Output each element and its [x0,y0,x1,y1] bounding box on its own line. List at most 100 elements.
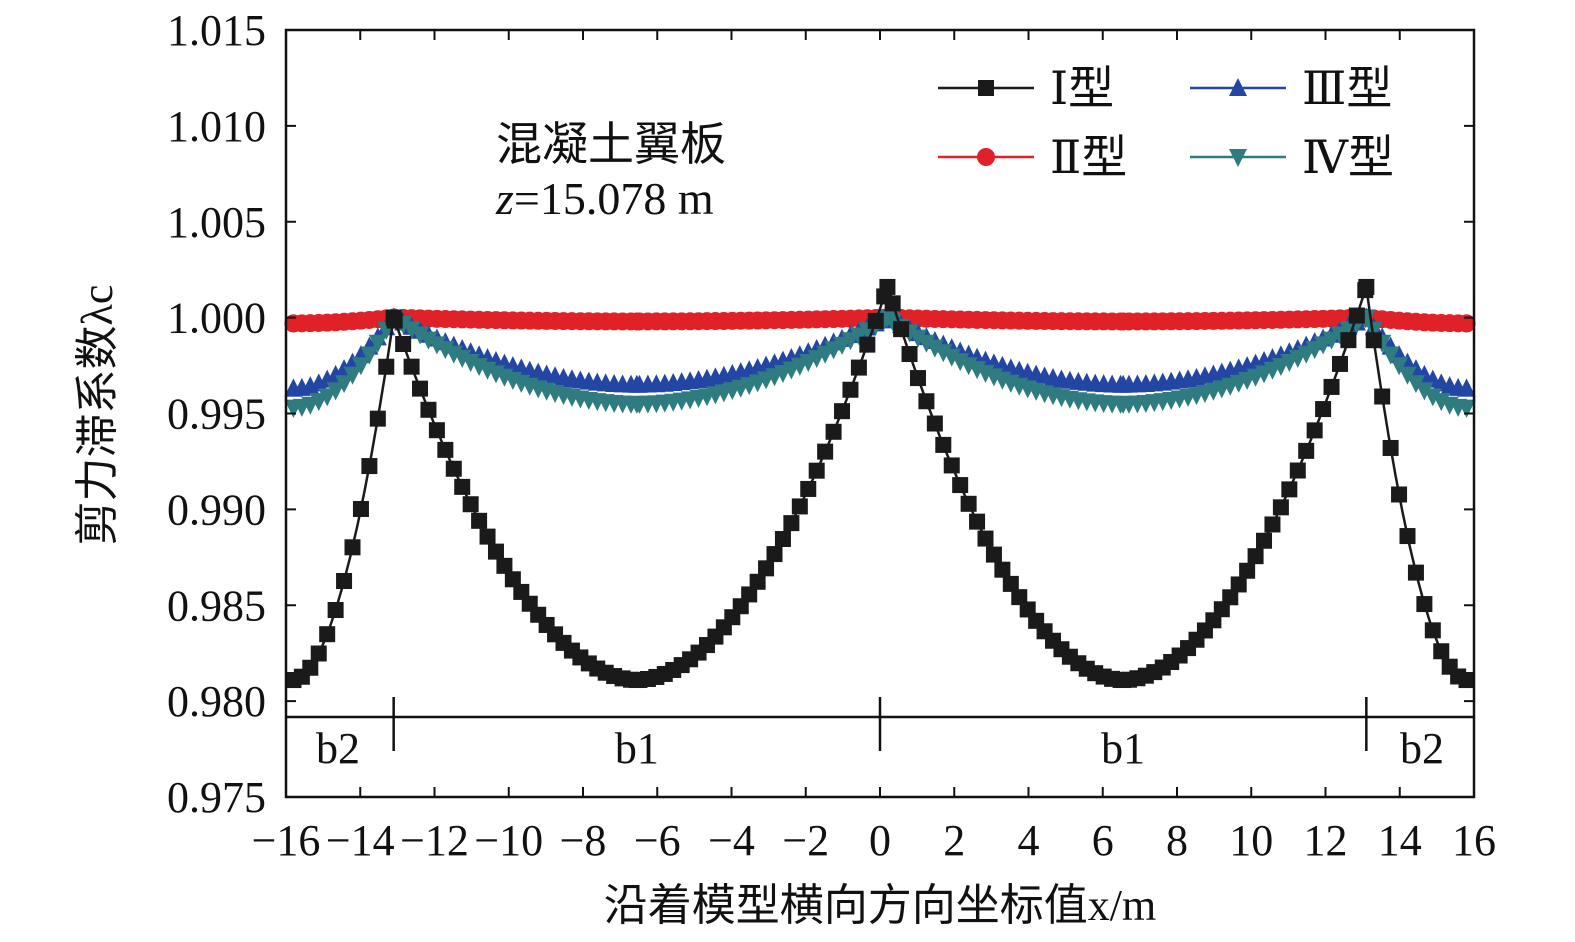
square-marker [344,539,361,556]
square-marker [1424,622,1441,639]
circle-marker [284,314,303,333]
square-marker [766,546,783,563]
square-marker [926,415,943,432]
square-marker [1298,442,1315,459]
square-marker [471,512,488,529]
square-marker [1416,596,1433,613]
square-marker [943,457,960,474]
x-tick-label: −2 [782,816,829,865]
y-tick-label: 1.000 [167,294,266,343]
square-marker [918,393,935,410]
triangle-down-marker [1229,149,1247,167]
x-tick-label: −4 [708,816,755,865]
square-marker [1222,589,1239,606]
square-marker [369,410,386,427]
square-marker [1281,481,1298,498]
square-marker [1399,528,1416,545]
x-tick-label: 0 [869,816,891,865]
triangle-down-marker [925,339,944,358]
triangle-up-marker [1114,374,1133,393]
y-tick-label: 0.995 [167,390,266,439]
x-tick-label: 2 [943,816,965,865]
y-tick-label: 1.010 [167,102,266,151]
square-marker [791,498,808,515]
square-marker [842,381,859,398]
square-marker [1306,422,1323,439]
triangle-down-marker [318,388,337,407]
square-marker [800,480,817,497]
annotation-line1: 混凝土翼板 [496,119,726,170]
legend-label: Ⅲ型 [1302,63,1392,114]
triangle-up-marker [627,374,646,393]
square-marker [879,278,896,295]
series-1 [285,278,1475,689]
x-tick-label: 4 [1018,816,1040,865]
triangle-down-marker [411,326,430,345]
triangle-down-marker [360,346,379,365]
triangle-down-marker [1364,321,1383,340]
segment-bar: b2 b1 b1 b2 [286,697,1474,773]
x-tick-label: −8 [560,816,607,865]
square-marker [487,543,504,560]
square-marker [825,423,842,440]
square-marker [479,528,496,545]
square-marker [395,336,412,353]
triangle-down-marker [917,334,936,353]
square-marker [1348,307,1365,324]
square-marker [496,557,513,574]
square-marker [834,403,851,420]
triangle-up-marker [284,378,303,397]
square-marker [859,336,876,353]
legend-item: Ⅲ型 [1190,63,1392,114]
legend-item: Ⅳ型 [1190,132,1394,183]
square-marker [1323,378,1340,395]
square-marker [403,358,420,375]
square-marker [1365,332,1382,349]
triangle-down-marker [402,321,421,340]
triangle-down-marker [284,399,303,418]
triangle-down-marker [368,334,387,353]
x-tick-label: 10 [1229,816,1273,865]
square-marker [1256,532,1273,549]
square-marker [1433,643,1450,660]
square-marker [285,672,302,689]
x-tick-label: −12 [400,816,469,865]
y-tick-label: 0.975 [167,773,266,822]
y-tick-label: 0.980 [167,677,266,726]
triangle-up-marker [1229,78,1247,96]
legend: Ⅰ型 Ⅱ型 Ⅲ型 Ⅳ型 [938,63,1394,183]
square-marker [978,80,994,96]
square-marker [1011,589,1028,606]
square-marker [808,462,825,479]
square-marker [985,546,1002,563]
triangle-up-marker [1457,378,1476,397]
triangle-down-marker [1406,375,1425,394]
triangle-down-marker [343,366,362,385]
circle-marker [977,148,995,166]
square-marker [749,573,766,590]
x-tick-label: −10 [474,816,543,865]
square-marker [1458,672,1475,689]
y-tick-label: 1.015 [167,6,266,55]
segment-label: b1 [615,724,659,773]
triangle-down-marker [335,375,354,394]
square-marker [1272,499,1289,516]
square-marker [1358,278,1375,295]
x-tick-label: 8 [1166,816,1188,865]
segment-label: b2 [1400,724,1444,773]
square-marker [1331,355,1348,372]
square-marker [969,513,986,530]
triangle-down-marker [1423,388,1442,407]
triangle-down-marker [419,331,438,350]
square-marker [1264,516,1281,533]
plot-frame [284,28,1476,799]
square-marker [1382,439,1399,456]
square-marker [960,495,977,512]
square-marker [462,496,479,513]
axis-ticks: −16 −14 −12 −10 −8 −6 −4 −2 0 2 4 6 8 10 12 14 16 0.975 0.… [167,6,1496,865]
square-marker [385,309,402,326]
segment-label: b1 [1101,724,1145,773]
square-marker [952,477,969,494]
square-marker [420,401,437,418]
triangle-down-marker [1415,382,1434,401]
